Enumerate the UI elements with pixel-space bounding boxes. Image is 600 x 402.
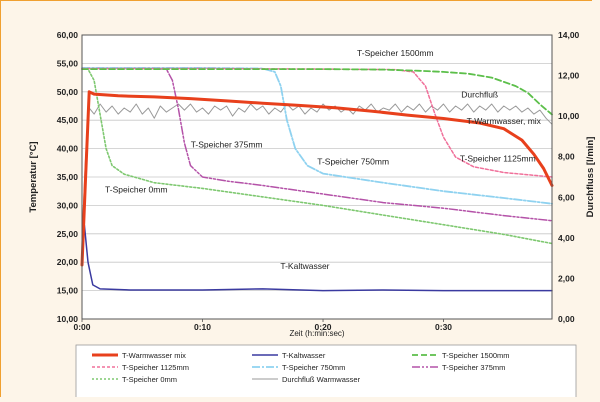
y2-tick-label: 10,00 bbox=[558, 111, 580, 121]
legend-label: T-Warmwasser mix bbox=[122, 351, 186, 360]
y-axis-label: Temperatur [°C] bbox=[28, 141, 39, 212]
legend-label: T-Speicher 750mm bbox=[282, 363, 345, 372]
x-tick-label: 0:00 bbox=[73, 322, 90, 332]
series-line-t1500 bbox=[81, 68, 553, 116]
annotation-label: T-Speicher 375mm bbox=[191, 139, 263, 149]
y2-tick-label: 8,00 bbox=[558, 152, 575, 162]
y-tick-label: 30,00 bbox=[57, 200, 79, 210]
y2-axis-ticks: 0,00 2,00 4,00 6,00 8,00 10,00 12,00 14,00 bbox=[558, 30, 580, 324]
y-tick-label: 20,00 bbox=[57, 257, 79, 267]
legend-label: T-Speicher 1125mm bbox=[122, 363, 189, 372]
x-axis-ticks: 0:00 0:10 0:20 0:30 bbox=[73, 319, 452, 332]
y-tick-label: 10,00 bbox=[57, 314, 79, 324]
annotation-label: T-Speicher 1125mm bbox=[460, 154, 536, 164]
y-tick-label: 25,00 bbox=[57, 229, 79, 239]
x-tick-label: 0:30 bbox=[435, 322, 452, 332]
annotation-label: T-Speicher 1500mm bbox=[357, 48, 434, 58]
annotation-label: T-Warmwasser, mix bbox=[467, 116, 542, 126]
y-axis-ticks: 10,00 15,00 20,00 25,00 30,00 35,00 40,00 45,00… bbox=[57, 30, 79, 324]
legend: T-Warmwasser mix T-Kaltwasser T-Speicher 1… bbox=[75, 344, 577, 402]
annotation-label: T-Kaltwasser bbox=[280, 261, 329, 271]
y2-tick-label: 6,00 bbox=[558, 192, 575, 202]
plot-border bbox=[81, 34, 553, 320]
y-tick-label: 55,00 bbox=[57, 58, 79, 68]
legend-label: Durchfluß Warmwasser bbox=[282, 375, 361, 384]
series-line-durchfluss bbox=[81, 103, 553, 239]
x-axis-label: Zeit (h:min:sec) bbox=[289, 329, 344, 338]
annotation-label: T-Speicher 0mm bbox=[105, 184, 167, 194]
legend-label: T-Kaltwasser bbox=[282, 351, 326, 360]
y2-tick-label: 4,00 bbox=[558, 233, 575, 243]
y-tick-label: 45,00 bbox=[57, 115, 79, 125]
y2-tick-label: 0,00 bbox=[558, 314, 575, 324]
y2-tick-label: 12,00 bbox=[558, 71, 580, 81]
annotation-label: Durchfluß bbox=[461, 89, 498, 99]
figure-frame bbox=[0, 0, 592, 397]
annotation-label: T-Speicher 750mm bbox=[317, 157, 389, 167]
x-tick-label: 0:10 bbox=[194, 322, 211, 332]
y-tick-label: 40,00 bbox=[57, 144, 79, 154]
y-tick-label: 15,00 bbox=[57, 286, 79, 296]
annotations: T-Speicher 1500mm Durchfluß T-Warmwasser, … bbox=[105, 48, 542, 271]
y-tick-label: 60,00 bbox=[57, 30, 79, 40]
series-line-kaltwasser bbox=[81, 224, 553, 292]
series-line-t375 bbox=[81, 67, 553, 222]
legend-label: T-Speicher 1500mm bbox=[442, 351, 510, 360]
series-line-warmwasser bbox=[80, 90, 554, 267]
series-group bbox=[80, 67, 554, 292]
y2-tick-label: 2,00 bbox=[558, 273, 575, 283]
legend-box bbox=[75, 344, 577, 402]
legend-label: T-Speicher 0mm bbox=[122, 375, 177, 384]
legend-label: T-Speicher 375mm bbox=[442, 363, 505, 372]
y-tick-label: 50,00 bbox=[57, 87, 79, 97]
legend-items: T-Warmwasser mix T-Kaltwasser T-Speicher 1… bbox=[92, 351, 510, 384]
series-line-t0 bbox=[81, 68, 553, 245]
x-tick-label: 0:20 bbox=[315, 322, 332, 332]
y2-tick-label: 14,00 bbox=[558, 30, 580, 40]
y-tick-label: 35,00 bbox=[57, 172, 79, 182]
y2-axis-label: Durchfluss [l/min] bbox=[585, 137, 596, 218]
